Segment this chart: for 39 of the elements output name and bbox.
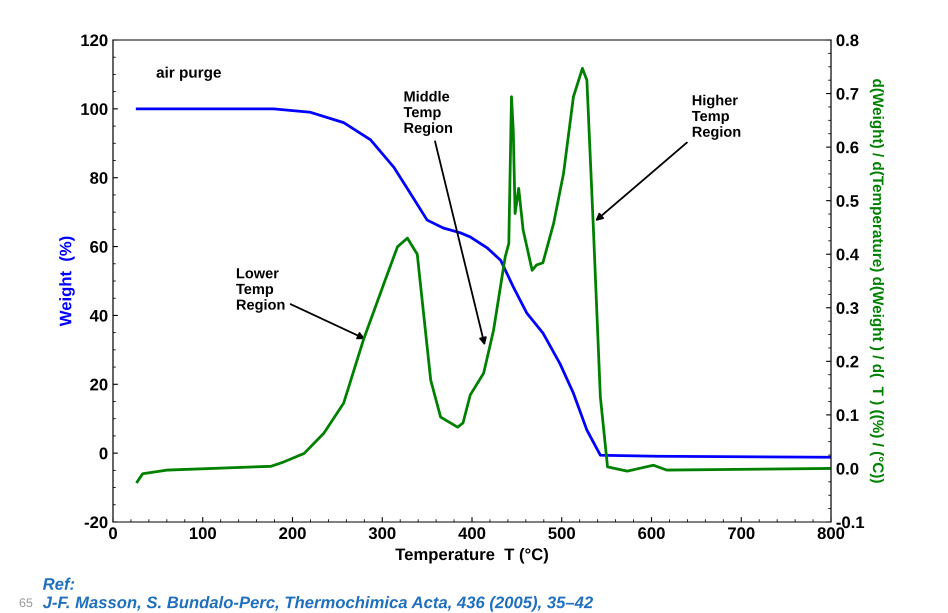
y2-tick-label: 0.3 xyxy=(836,302,858,314)
y-axis-title: Weight (%) xyxy=(59,236,75,326)
y2-tick-label: 0.8 xyxy=(836,34,859,46)
annotation: air purge xyxy=(156,66,221,81)
annotation: Lower Temp Region xyxy=(236,268,284,313)
y-tick-label: 40 xyxy=(90,310,108,322)
x-tick-label: 100 xyxy=(190,527,216,540)
y2-tick-label: 0.1 xyxy=(836,409,859,422)
x-tick-label: 500 xyxy=(548,527,575,540)
line-series xyxy=(136,66,831,484)
x-axis-title: Temperature T (°C) xyxy=(395,548,548,564)
y-tick-label: 100 xyxy=(81,103,108,116)
x-tick-label: 200 xyxy=(279,527,306,540)
y2-tick-label: 0.6 xyxy=(836,142,858,154)
y2-tick-label: 0.4 xyxy=(836,248,859,260)
y2-tick-label: 0.0 xyxy=(836,462,858,475)
y-tick-label: 80 xyxy=(90,172,108,184)
y2-axis-title: d(Weight) / d(Temperature) d(Weight ) / d( T ) ((%) / (°C)) xyxy=(870,79,884,483)
y2-tick-label: -0.1 xyxy=(836,516,864,528)
y-tick-label: 60 xyxy=(90,240,108,253)
y-tick-label: 120 xyxy=(81,34,108,46)
text: Ref: xyxy=(42,578,74,590)
x-tick-label: 400 xyxy=(458,527,486,540)
x-tick-label: 800 xyxy=(818,527,844,540)
x-tick-label: 300 xyxy=(368,527,396,540)
y2-tick-label: 0.7 xyxy=(836,88,858,100)
y-tick-label: -20 xyxy=(84,516,108,528)
y-tick-label: 20 xyxy=(90,378,108,390)
text: J-F. Masson, S. Bundalo-Perc, Thermochimica Acta, 436 (2005), 35–42 xyxy=(42,596,593,612)
x-tick-label: 600 xyxy=(638,527,665,540)
x-tick-label: 0 xyxy=(109,527,117,540)
annotation: Middle Temp Region xyxy=(404,90,452,136)
x-tick-label: 700 xyxy=(728,527,754,540)
line-series xyxy=(136,107,831,459)
y2-tick-label: 0.5 xyxy=(836,195,859,207)
y2-tick-label: 0.2 xyxy=(836,356,858,368)
y-tick-label: 0 xyxy=(100,448,108,460)
text: 65 xyxy=(20,598,32,608)
annotation: Higher Temp Region xyxy=(692,94,740,140)
